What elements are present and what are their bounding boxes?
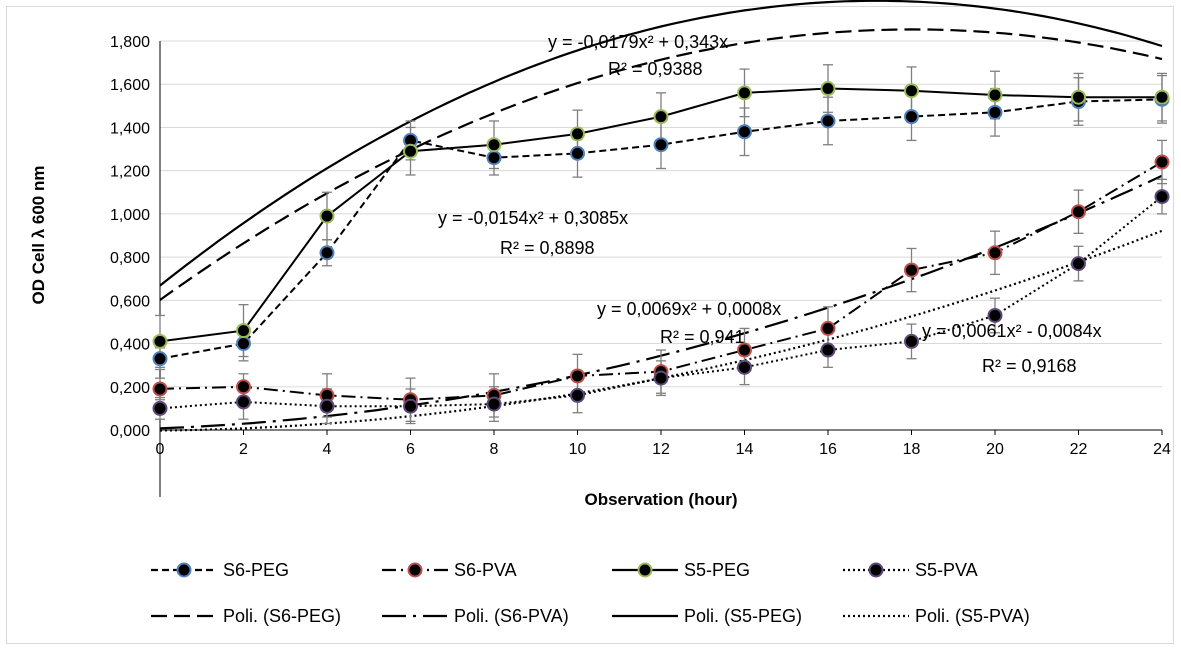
data-point — [653, 137, 669, 153]
data-point — [737, 342, 752, 358]
equation-s5-peg: y = -0,0179x² + 0,343x — [548, 32, 728, 52]
y-axis-title: OD Cell λ 600 nm — [29, 166, 48, 305]
data-point — [486, 396, 502, 412]
data-point — [1154, 89, 1170, 105]
data-point — [403, 143, 418, 159]
x-axis-title: Observation (hour) — [584, 490, 737, 509]
data-point — [152, 381, 168, 397]
axes: 0,000 0,200 0,400 0,600 0,800 1,000 1,200 1,400… — [110, 34, 1171, 497]
equation-s6-peg: y = -0,0154x² + 0,3085x — [438, 208, 628, 228]
data-point — [236, 379, 251, 395]
x-tick-label: 0 — [156, 441, 165, 458]
data-point — [1071, 204, 1086, 220]
y-tick-label: 0,600 — [110, 293, 150, 310]
y-tick-label: 0,000 — [110, 423, 150, 440]
data-point — [820, 320, 836, 336]
x-tick-label: 2 — [239, 441, 248, 458]
equation-annotations: y = -0,0179x² + 0,343x R² = 0,9388 y = -… — [438, 32, 1102, 376]
legend-swatch-marker — [407, 562, 423, 578]
data-point — [152, 351, 168, 367]
x-tick-label: 18 — [903, 441, 921, 458]
legend-label: S6-PEG — [223, 560, 289, 580]
legend-label: Poli. (S6-PVA) — [454, 606, 569, 626]
x-tick-label: 16 — [819, 441, 837, 458]
data-point — [570, 368, 585, 384]
y-tick-label: 1,600 — [110, 77, 150, 94]
data-point — [570, 145, 585, 161]
r2-s5-pva: R² = 0,9168 — [982, 356, 1077, 376]
trendline-2 — [159, 0, 1163, 287]
x-tick-label: 8 — [490, 441, 499, 458]
data-point — [820, 342, 836, 358]
data-point — [236, 323, 251, 339]
legend-label: S5-PEG — [684, 560, 750, 580]
legend-swatch-marker — [868, 562, 884, 578]
data-point — [570, 387, 585, 403]
y-tick-label: 0,400 — [110, 337, 150, 354]
x-tick-label: 24 — [1153, 441, 1171, 458]
x-tick-label: 4 — [323, 441, 332, 458]
legend-label: Poli. (S5-PVA) — [915, 606, 1030, 626]
data-point — [1154, 189, 1170, 205]
data-point — [987, 245, 1003, 261]
data-point — [319, 398, 335, 414]
data-point — [486, 137, 502, 153]
data-point — [1071, 89, 1086, 105]
chart-frame — [6, 6, 1174, 644]
data-point — [737, 85, 752, 101]
x-tick-label: 20 — [986, 441, 1004, 458]
data-point — [820, 113, 836, 129]
equation-s5-pva: y = 0,0061x² - 0,0084x — [922, 321, 1102, 341]
x-tick-label: 12 — [652, 441, 670, 458]
legend: S6-PEG S6-PVA S5-PEG S5-PVA Poli. (S6-PEG) Po… — [151, 560, 1030, 626]
data-point — [653, 370, 669, 386]
r2-s5-peg: R² = 0,9388 — [608, 59, 703, 79]
data-point — [820, 81, 836, 97]
data-point — [236, 394, 251, 410]
legend-label: S5-PVA — [915, 560, 978, 580]
data-point — [987, 307, 1003, 323]
data-point — [987, 104, 1003, 120]
r2-s6-peg: R² = 0,8898 — [500, 238, 595, 258]
data-point — [737, 359, 752, 375]
data-point — [1154, 154, 1170, 170]
data-point — [403, 398, 418, 414]
data-point — [653, 109, 669, 125]
data-point — [904, 333, 919, 349]
data-point — [570, 126, 585, 142]
data-point — [904, 109, 919, 125]
x-tick-label: 6 — [406, 441, 415, 458]
data-point — [1071, 256, 1086, 272]
data-point — [319, 245, 335, 261]
y-tick-label: 1,800 — [110, 34, 150, 51]
legend-label: Poli. (S5-PEG) — [684, 606, 802, 626]
x-tick-label: 10 — [569, 441, 587, 458]
y-tick-label: 0,800 — [110, 250, 150, 267]
y-tick-label: 1,000 — [110, 207, 150, 224]
data-point — [486, 150, 502, 166]
data-point — [987, 87, 1003, 103]
y-tick-label: 1,400 — [110, 120, 150, 137]
data-point — [236, 336, 251, 352]
legend-label: S6-PVA — [454, 560, 517, 580]
data-point — [152, 400, 168, 416]
data-point — [319, 208, 335, 224]
y-tick-label: 1,200 — [110, 164, 150, 181]
y-tick-label: 0,200 — [110, 380, 150, 397]
equation-s6-pva: y = 0,0069x² + 0,0008x — [597, 299, 781, 319]
data-point — [904, 262, 919, 278]
x-tick-label: 22 — [1070, 441, 1088, 458]
data-markers — [152, 81, 1170, 416]
legend-swatch-marker — [176, 562, 192, 578]
data-point — [152, 333, 168, 349]
data-point — [737, 124, 752, 140]
x-tick-label: 14 — [736, 441, 754, 458]
data-point — [904, 83, 919, 99]
legend-swatch-marker — [637, 562, 653, 578]
legend-label: Poli. (S6-PEG) — [223, 606, 341, 626]
r2-s6-pva: R² = 0,941 — [660, 327, 745, 347]
